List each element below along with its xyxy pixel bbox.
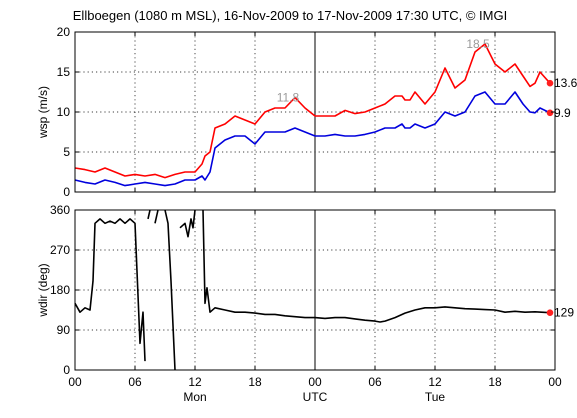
wsp-annotation-3: 9.9 [554, 106, 571, 120]
xtick-label-8: 00 [548, 375, 562, 389]
wdir-marker-0 [546, 309, 554, 316]
day-label-0: Mon [183, 390, 206, 404]
day-label-1: UTC [303, 390, 328, 404]
wsp-marker-1 [546, 109, 554, 117]
wdir-ytick-label-2: 180 [50, 283, 70, 297]
wsp-series-1 [74, 91, 551, 187]
xtick-label-7: 18 [488, 375, 502, 389]
wdir-annotation-0: 129 [554, 306, 574, 320]
wsp-ytick-label-4: 20 [57, 25, 71, 39]
xtick-label-4: 00 [308, 375, 322, 389]
xtick-label-1: 06 [128, 375, 142, 389]
wsp-ytick-label-2: 10 [57, 105, 71, 119]
wsp-ytick-label-3: 15 [57, 65, 71, 79]
wsp-series-0 [74, 43, 551, 179]
xtick-label-3: 18 [248, 375, 262, 389]
x-axis-labels: 00 06 12 18 00 06 12 18 00 Mon UTC Tue [68, 375, 562, 404]
xtick-label-5: 06 [368, 375, 382, 389]
wdir-ylabel: wdir (deg) [36, 263, 50, 317]
xtick-label-2: 12 [188, 375, 202, 389]
wdir-series-0 [74, 209, 551, 371]
wdir-ytick-label-0: 0 [63, 363, 70, 377]
wdir-ytick-label-1: 90 [57, 323, 71, 337]
wdir-ytick-label-3: 270 [50, 243, 70, 257]
wsp-annotation-2: 13.6 [554, 76, 577, 90]
wsp-ylabel: wsp (m/s) [36, 86, 50, 139]
xtick-label-6: 12 [428, 375, 442, 389]
day-label-2: Tue [425, 390, 446, 404]
wind-speed-panel: 11.8 18.5 13.6 9.9 0 5 10 15 20 wsp (m/s) [36, 25, 577, 199]
chart-title: Ellboegen (1080 m MSL), 16-Nov-2009 to 1… [73, 8, 507, 23]
xtick-label-0: 00 [68, 375, 82, 389]
wdir-ytick-label-4: 360 [50, 203, 70, 217]
wsp-annotation-0: 11.8 [277, 91, 300, 105]
wsp-annotation-1: 18.5 [466, 37, 490, 51]
wsp-ytick-label-0: 0 [63, 185, 70, 199]
wsp-marker-0 [546, 79, 554, 87]
wind-direction-panel: 129 0 90 180 270 360 wdir (deg) [36, 203, 574, 377]
wsp-ytick-label-1: 5 [63, 145, 70, 159]
